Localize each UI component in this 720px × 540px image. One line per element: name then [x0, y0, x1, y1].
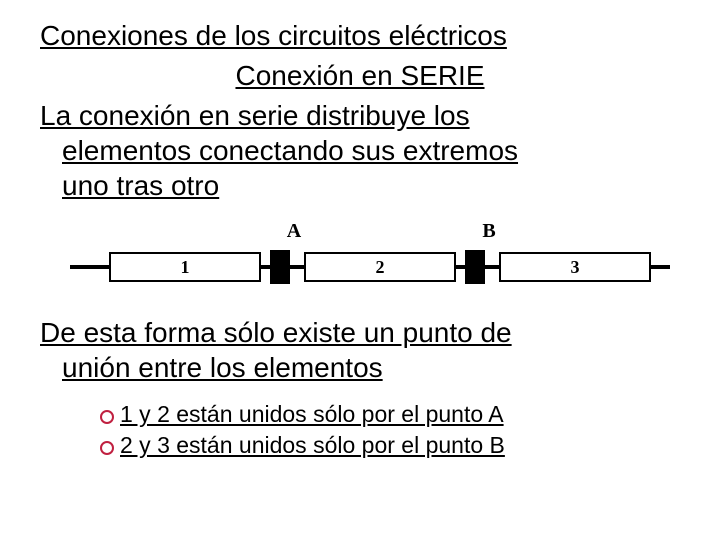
- list-item: 1 y 2 están unidos sólo por el punto A: [100, 399, 680, 430]
- svg-text:1: 1: [181, 257, 190, 277]
- svg-text:3: 3: [571, 257, 580, 277]
- bullet-icon: [100, 441, 114, 455]
- svg-text:B: B: [482, 220, 495, 242]
- p2-line1: De esta forma sólo existe un punto de: [40, 317, 512, 348]
- list-item: 2 y 3 están unidos sólo por el punto B: [100, 430, 680, 461]
- bullet-icon: [100, 410, 114, 424]
- p2-line2: unión entre los elementos: [40, 352, 383, 383]
- paragraph-2: De esta forma sólo existe un punto de un…: [40, 315, 680, 385]
- p1-line2: elementos conectando sus extremos: [40, 135, 518, 166]
- svg-text:2: 2: [376, 257, 385, 277]
- svg-text:A: A: [287, 220, 302, 242]
- series-circuit-svg: 1 2 3 A B: [70, 217, 670, 297]
- page-title: Conexiones de los circuitos eléctricos: [40, 20, 680, 52]
- bullet-list: 1 y 2 están unidos sólo por el punto A 2…: [40, 399, 680, 461]
- bullet-text: 1 y 2 están unidos sólo por el punto A: [120, 401, 504, 427]
- paragraph-1: La conexión en serie distribuye los elem…: [40, 98, 680, 203]
- series-circuit-diagram: 1 2 3 A B: [70, 217, 680, 297]
- subtitle: Conexión en SERIE: [40, 60, 680, 92]
- p1-line3: uno tras otro: [40, 170, 219, 201]
- p1-line1: La conexión en serie distribuye los: [40, 100, 470, 131]
- bullet-text: 2 y 3 están unidos sólo por el punto B: [120, 432, 505, 458]
